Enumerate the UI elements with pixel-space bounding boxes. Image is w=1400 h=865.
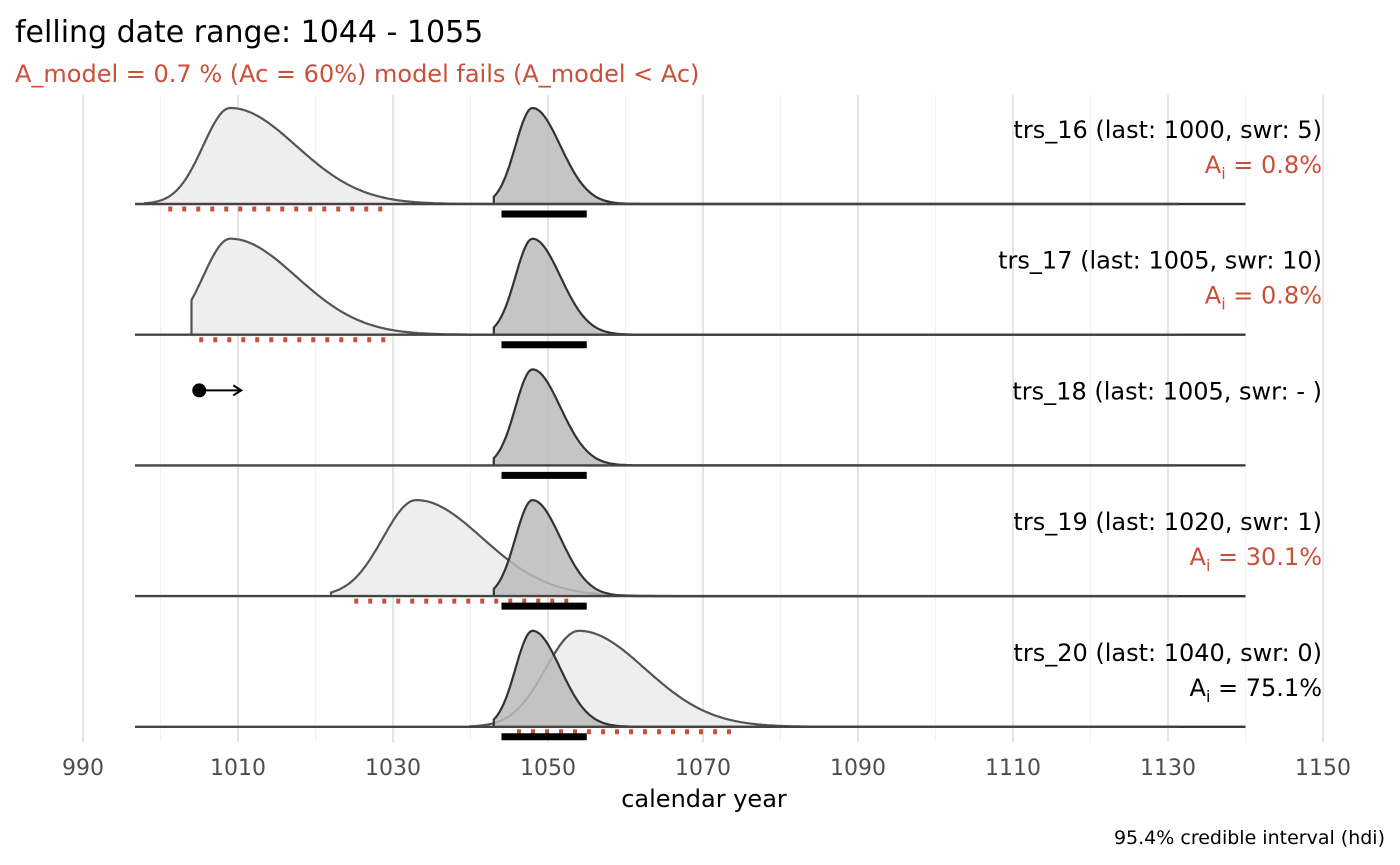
- agreement-symbol: A: [1205, 151, 1222, 179]
- model-density-area: [493, 500, 1246, 597]
- agreement-index: Ai = 0.8%: [1205, 151, 1322, 183]
- agreement-subscript: i: [1206, 556, 1210, 575]
- agreement-index: Ai = 75.1%: [1190, 674, 1322, 706]
- sample-density-area: [191, 238, 1246, 335]
- x-axis: 990 1010 1030 1050 1070 1090 1110 1130 1150: [62, 756, 1351, 781]
- panel: trs_20 (last: 1040, swr: 0) Ai = 75.1%: [135, 629, 1322, 741]
- panel-label: trs_17 (last: 1005, swr: 10): [998, 247, 1322, 275]
- panel: trs_18 (last: 1005, swr: - ): [135, 368, 1322, 479]
- agreement-subscript: i: [1221, 164, 1225, 183]
- x-tick-label: 1090: [830, 756, 886, 781]
- sample-density-area: [331, 500, 1246, 597]
- arrow-head-icon: [232, 384, 244, 397]
- model-density-area: [493, 369, 1246, 466]
- panel-label: trs_20 (last: 1040, swr: 0): [1013, 639, 1322, 667]
- agreement-value: = 0.8%: [1226, 282, 1322, 310]
- x-tick-label: 1150: [1295, 756, 1351, 781]
- agreement-value: = 75.1%: [1210, 674, 1322, 702]
- agreement-index: Ai = 30.1%: [1190, 543, 1322, 575]
- x-tick-label: 1050: [520, 756, 576, 781]
- panel-label: trs_18 (last: 1005, swr: - ): [1012, 377, 1322, 405]
- agreement-value: = 30.1%: [1210, 543, 1322, 571]
- x-tick-label: 990: [62, 756, 104, 781]
- x-tick-label: 1110: [985, 756, 1041, 781]
- panel-label: trs_19 (last: 1020, swr: 1): [1013, 508, 1322, 536]
- x-tick-label: 1130: [1140, 756, 1196, 781]
- agreement-symbol: A: [1205, 282, 1222, 310]
- chart-title: felling date range: 1044 - 1055: [15, 15, 483, 50]
- agreement-symbol: A: [1190, 674, 1207, 702]
- sample-density-area: [145, 108, 1246, 204]
- agreement-subscript: i: [1206, 687, 1210, 706]
- panel: trs_16 (last: 1000, swr: 5) Ai = 0.8%: [135, 106, 1322, 218]
- terminus-post-quem-point: [192, 383, 207, 398]
- agreement-index: Ai = 0.8%: [1205, 282, 1322, 314]
- chart-caption: 95.4% credible interval (hdi): [1114, 827, 1385, 849]
- model-density-area: [493, 238, 1246, 335]
- agreement-value: = 0.8%: [1226, 151, 1322, 179]
- agreement-subscript: i: [1221, 295, 1225, 314]
- sample-density-area: [470, 630, 1246, 727]
- x-tick-label: 1030: [365, 756, 421, 781]
- x-axis-title: calendar year: [621, 785, 787, 813]
- x-tick-label: 1010: [210, 756, 266, 781]
- panel-label: trs_16 (last: 1000, swr: 5): [1013, 116, 1322, 144]
- chart-subtitle: A_model = 0.7 % (Ac = 60%) model fails (…: [15, 60, 699, 88]
- panel: trs_19 (last: 1020, swr: 1) Ai = 30.1%: [135, 498, 1322, 610]
- model-density-area: [493, 630, 1246, 727]
- x-tick-label: 1070: [675, 756, 731, 781]
- panel: trs_17 (last: 1005, swr: 10) Ai = 0.8%: [135, 237, 1322, 349]
- model-density-area: [493, 108, 1246, 204]
- panels: trs_16 (last: 1000, swr: 5)Ai = 0.8%trs_…: [135, 106, 1322, 741]
- agreement-symbol: A: [1190, 543, 1207, 571]
